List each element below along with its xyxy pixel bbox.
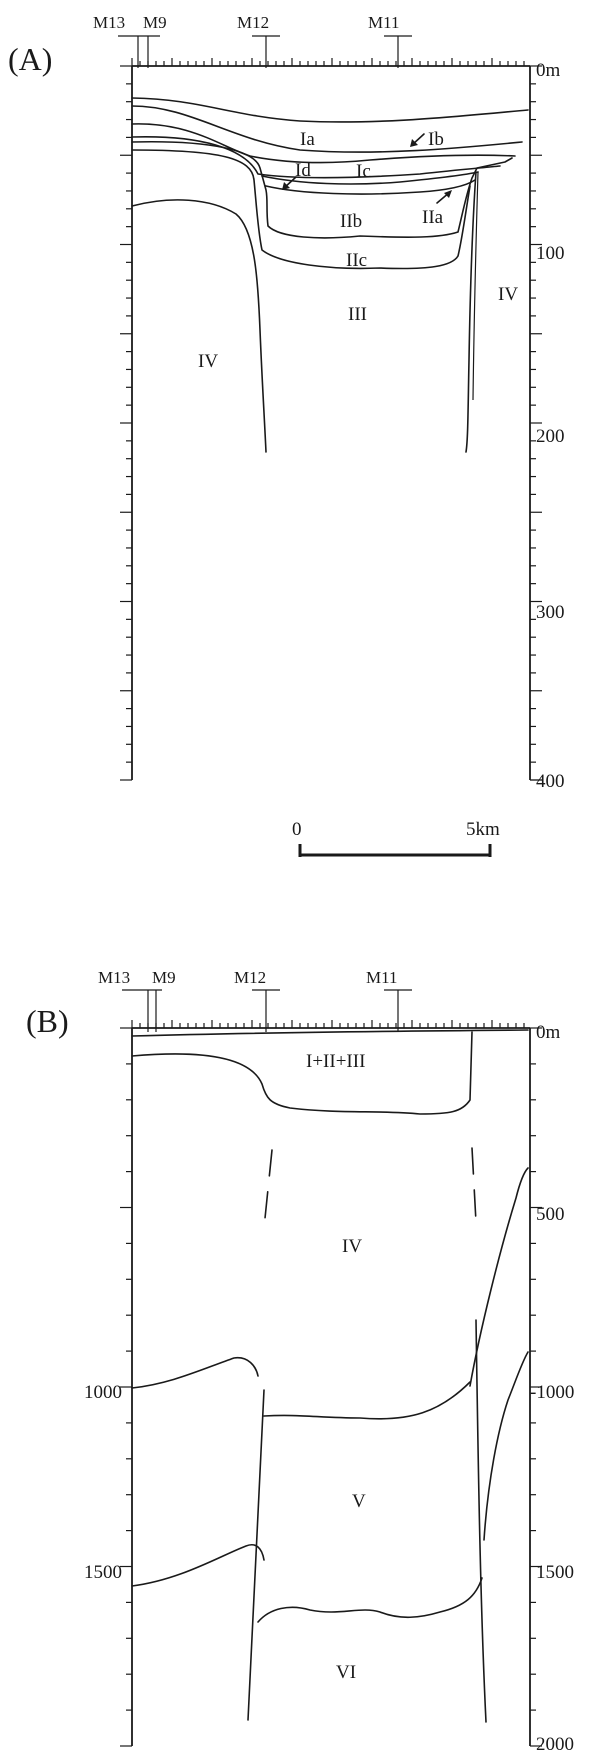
well-label-m11: M11 [368,13,400,32]
well-label-b-m9: M9 [152,968,176,987]
unit-label-iib: IIb [340,211,362,232]
panel-b-top-ticks [131,1020,525,1028]
fault-b-left-dashed [263,1149,273,1229]
boundary-iib-iic [131,140,513,239]
unit-label-iic: IIc [346,250,367,271]
boundary-iii-iv-right-inner [472,171,479,401]
unit-label-b-vi: VI [336,1662,356,1683]
well-marker-b-m12 [252,989,280,1032]
panel-a-left-ticks [120,65,132,781]
boundary-b-surface [131,1029,529,1037]
depth-label-100: 100 [536,243,565,264]
boundary-ib-ic [131,123,516,164]
depth-b-label-1500: 1500 [536,1562,574,1583]
well-marker-m11 [384,35,412,68]
depth-b-label-2000: 2000 [536,1734,574,1752]
unit-label-b-v: V [352,1491,366,1512]
arrow-id-head [282,182,290,190]
boundary-iia-iib [265,179,476,195]
panel-b-label: (B) [26,1003,69,1039]
boundary-iii-iv-left [131,199,267,453]
panel-a-label: (A) [8,41,52,77]
boundary-top [131,97,529,123]
well-label-b-m11: M11 [366,968,398,987]
boundary-iii-iv-right [465,171,477,453]
unit-label-id: Id [295,160,311,181]
depth-label-0m: 0m [536,60,561,81]
boundary-b-iv-v-right [469,1167,529,1387]
depth-b-label-0m: 0m [536,1022,561,1043]
unit-label-ia: Ia [300,129,315,150]
panel-b-well-markers: M13 M9 M12 M11 [98,968,412,1032]
panel-a: (A) M13 M9 M12 M11 0m 100 200 300 400 [8,13,565,792]
depth-label-200: 200 [536,426,565,447]
panel-b: (B) M13 M9 M12 M11 0m 500 -1000 1500 200… [26,968,574,1755]
panel-b-right-ticks [530,1027,542,1747]
boundary-b-i-iii [131,1031,473,1115]
depth-b-label-500: 500 [536,1204,565,1225]
boundary-ia-ib [131,105,523,153]
boundary-b-v-vi-right [483,1351,529,1541]
panel-b-unit-labels: I+II+III IV V VI [306,1051,366,1683]
fault-b-right [475,1319,487,1723]
boundary-ic-id [131,136,501,179]
scale-bar-end-label: 5km [466,819,500,840]
panel-a-top-ticks [131,58,525,66]
well-label-m13: M13 [93,13,125,32]
panel-a-right-ticks [530,65,542,781]
fault-b-left [247,1389,265,1721]
boundary-id-iia [261,171,479,185]
well-label-b-m13: M13 [98,968,130,987]
unit-label-iv-right: IV [498,284,518,305]
boundary-b-v-vi-center [257,1577,483,1623]
depth-label-300: 300 [536,602,565,623]
unit-label-ic: Ic [356,161,371,182]
boundary-b-iv-v-left [131,1356,259,1389]
unit-label-b-iv: IV [342,1236,362,1257]
boundary-b-iv-v-center [263,1381,471,1420]
boundary-b-v-vi-left [131,1544,265,1587]
well-label-m12: M12 [237,13,269,32]
scale-bar: 0 5km [292,819,500,857]
well-marker-m12 [252,35,280,68]
fault-b-right-dashed [471,1147,477,1223]
scale-bar-line [298,844,492,857]
panel-a-boundaries [131,97,529,453]
depth-b-label-1000: -1000 [530,1382,574,1403]
unit-label-b-i-iii: I+II+III [306,1051,365,1072]
arrow-iia-head [444,190,452,198]
unit-label-iia: IIa [422,207,444,228]
depth-label-400: 400 [536,771,565,792]
depth-b-left-label-1000: 1000 [84,1382,122,1403]
panel-a-well-markers: M13 M9 M12 M11 [93,13,412,68]
well-marker-b-m11 [384,989,412,1032]
unit-label-iii: III [348,304,367,325]
well-label-b-m12: M12 [234,968,266,987]
arrow-ib-head [410,139,418,147]
depth-b-left-label-1500: 1500 [84,1562,122,1583]
well-marker-m13-m9 [118,35,160,68]
unit-label-ib: Ib [428,129,444,150]
scale-bar-start-label: 0 [292,819,302,840]
panel-b-boundaries [131,1029,529,1723]
well-label-m9: M9 [143,13,167,32]
boundary-iic-iii [131,149,471,270]
panel-b-left-ticks [120,1027,132,1747]
unit-label-iv-left: IV [198,351,218,372]
panel-a-unit-labels: Ia Ib Ic Id IIa IIb IIc III IV IV [198,129,518,372]
